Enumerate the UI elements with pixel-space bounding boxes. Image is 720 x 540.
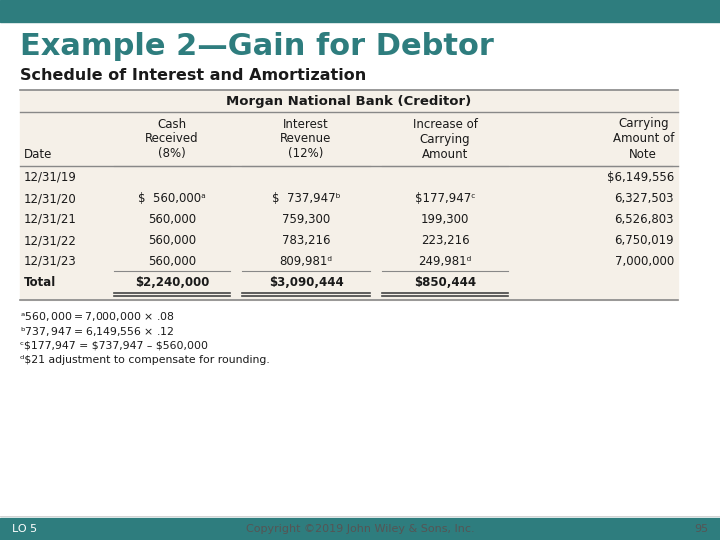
Text: $6,149,556: $6,149,556 bbox=[607, 171, 674, 184]
Text: Morgan National Bank (Creditor): Morgan National Bank (Creditor) bbox=[226, 94, 472, 107]
Text: ᵃ$560,000 = $7,000,000 × .08: ᵃ$560,000 = $7,000,000 × .08 bbox=[20, 310, 175, 323]
Text: 6,750,019: 6,750,019 bbox=[614, 234, 674, 247]
Text: $  560,000ᵃ: $ 560,000ᵃ bbox=[138, 192, 206, 205]
Text: Copyright ©2019 John Wiley & Sons, Inc.: Copyright ©2019 John Wiley & Sons, Inc. bbox=[246, 524, 474, 534]
Text: 199,300: 199,300 bbox=[420, 213, 469, 226]
Text: 223,216: 223,216 bbox=[420, 234, 469, 247]
Text: $850,444: $850,444 bbox=[414, 276, 476, 289]
Text: 12/31/23: 12/31/23 bbox=[24, 255, 77, 268]
Text: LO 5: LO 5 bbox=[12, 524, 37, 534]
Bar bbox=[0, 0, 720, 22]
Text: 95: 95 bbox=[694, 524, 708, 534]
Text: Cash
Received
(8%): Cash Received (8%) bbox=[145, 118, 199, 160]
Text: ᵈ$21 adjustment to compensate for rounding.: ᵈ$21 adjustment to compensate for roundi… bbox=[20, 355, 270, 365]
Text: 12/31/22: 12/31/22 bbox=[24, 234, 77, 247]
Text: 560,000: 560,000 bbox=[148, 234, 196, 247]
Bar bbox=[0, 518, 720, 540]
Text: Schedule of Interest and Amortization: Schedule of Interest and Amortization bbox=[20, 68, 366, 83]
Text: 12/31/19: 12/31/19 bbox=[24, 171, 77, 184]
Text: Increase of
Carrying
Amount: Increase of Carrying Amount bbox=[413, 118, 477, 160]
Text: 560,000: 560,000 bbox=[148, 255, 196, 268]
Text: ᵇ$737,947 = $6,149,556 × .12: ᵇ$737,947 = $6,149,556 × .12 bbox=[20, 325, 175, 338]
Text: Carrying
Amount of
Note: Carrying Amount of Note bbox=[613, 118, 674, 160]
Text: $  737,947ᵇ: $ 737,947ᵇ bbox=[271, 192, 341, 205]
Text: 560,000: 560,000 bbox=[148, 213, 196, 226]
Text: 7,000,000: 7,000,000 bbox=[615, 255, 674, 268]
Text: 249,981ᵈ: 249,981ᵈ bbox=[418, 255, 472, 268]
Text: 12/31/21: 12/31/21 bbox=[24, 213, 77, 226]
Text: 783,216: 783,216 bbox=[282, 234, 330, 247]
Text: $3,090,444: $3,090,444 bbox=[269, 276, 343, 289]
Text: Total: Total bbox=[24, 276, 56, 289]
Text: Interest
Revenue
(12%): Interest Revenue (12%) bbox=[280, 118, 332, 160]
Text: ᶜ$177,947 = $737,947 – $560,000: ᶜ$177,947 = $737,947 – $560,000 bbox=[20, 340, 208, 350]
Text: $177,947ᶜ: $177,947ᶜ bbox=[415, 192, 475, 205]
Text: 12/31/20: 12/31/20 bbox=[24, 192, 77, 205]
Bar bbox=[20, 90, 678, 300]
Text: Example 2—Gain for Debtor: Example 2—Gain for Debtor bbox=[20, 32, 494, 61]
Text: 6,526,803: 6,526,803 bbox=[614, 213, 674, 226]
Text: 759,300: 759,300 bbox=[282, 213, 330, 226]
Text: 809,981ᵈ: 809,981ᵈ bbox=[279, 255, 333, 268]
Text: Date: Date bbox=[24, 148, 53, 161]
Text: 6,327,503: 6,327,503 bbox=[614, 192, 674, 205]
Text: $2,240,000: $2,240,000 bbox=[135, 276, 210, 289]
